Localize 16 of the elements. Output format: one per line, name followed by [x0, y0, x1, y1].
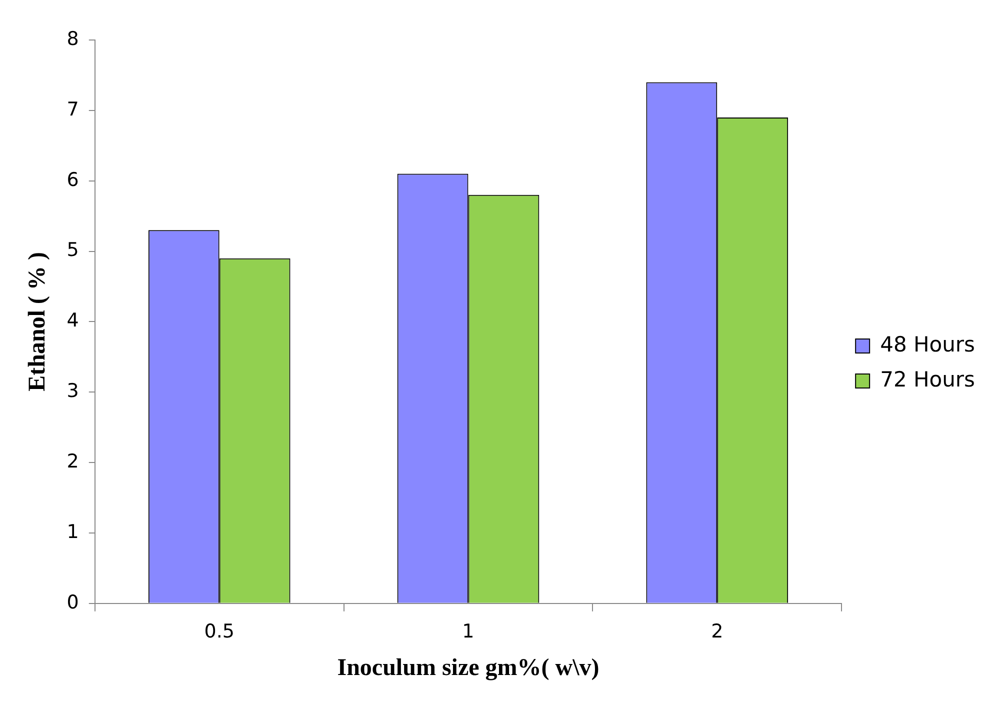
y-tick-label: 7 [66, 98, 79, 120]
y-tick-label: 8 [66, 28, 79, 50]
y-tick-label: 2 [66, 450, 79, 472]
y-axis-title: Ethanol ( % ) [24, 252, 51, 392]
y-tick-label: 5 [66, 239, 79, 262]
x-tick-label: 2 [711, 620, 724, 643]
y-tick-label: 3 [66, 380, 79, 402]
y-tick-label: 0 [66, 591, 79, 614]
y-tick-label: 1 [66, 520, 79, 543]
x-axis-title: Inoculum size gm%( w\v) [337, 654, 600, 681]
y-tick-label: 6 [66, 168, 79, 191]
y-tick-label: 4 [66, 310, 79, 332]
legend-label: 48 Hours [880, 332, 975, 356]
legend-label: 72 Hours [880, 367, 975, 392]
x-tick-label: 1 [462, 620, 474, 643]
x-tick-label: 0.5 [204, 620, 234, 643]
